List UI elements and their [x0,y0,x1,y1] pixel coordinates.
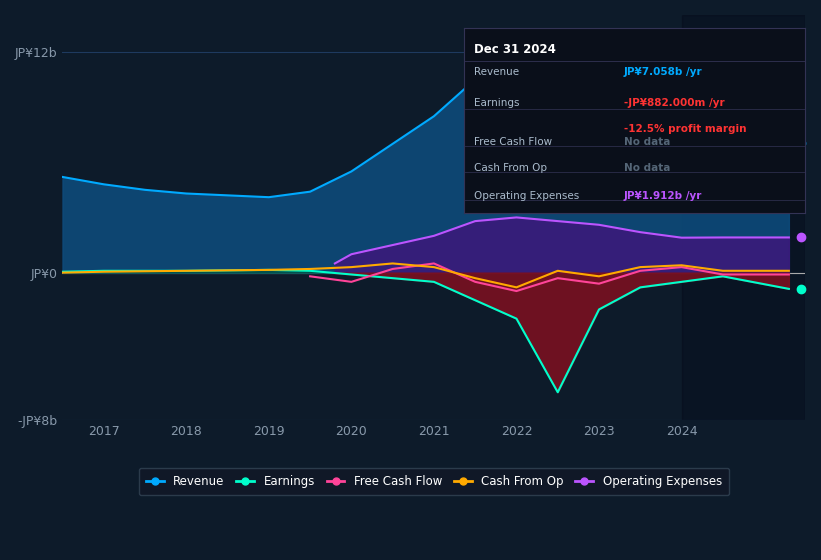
Text: -12.5% profit margin: -12.5% profit margin [624,124,746,134]
Text: Earnings: Earnings [474,98,520,108]
Text: No data: No data [624,137,671,147]
Text: Cash From Op: Cash From Op [474,163,547,173]
Bar [681,15,805,420]
Text: Free Cash Flow: Free Cash Flow [474,137,553,147]
Text: Operating Expenses: Operating Expenses [474,190,580,200]
Text: -JP¥882.000m /yr: -JP¥882.000m /yr [624,98,725,108]
Text: Dec 31 2024: Dec 31 2024 [474,43,556,56]
Text: No data: No data [624,163,671,173]
Text: JP¥1.912b /yr: JP¥1.912b /yr [624,190,703,200]
Legend: Revenue, Earnings, Free Cash Flow, Cash From Op, Operating Expenses: Revenue, Earnings, Free Cash Flow, Cash … [139,468,729,495]
Text: Revenue: Revenue [474,67,519,77]
Text: JP¥7.058b /yr: JP¥7.058b /yr [624,67,703,77]
